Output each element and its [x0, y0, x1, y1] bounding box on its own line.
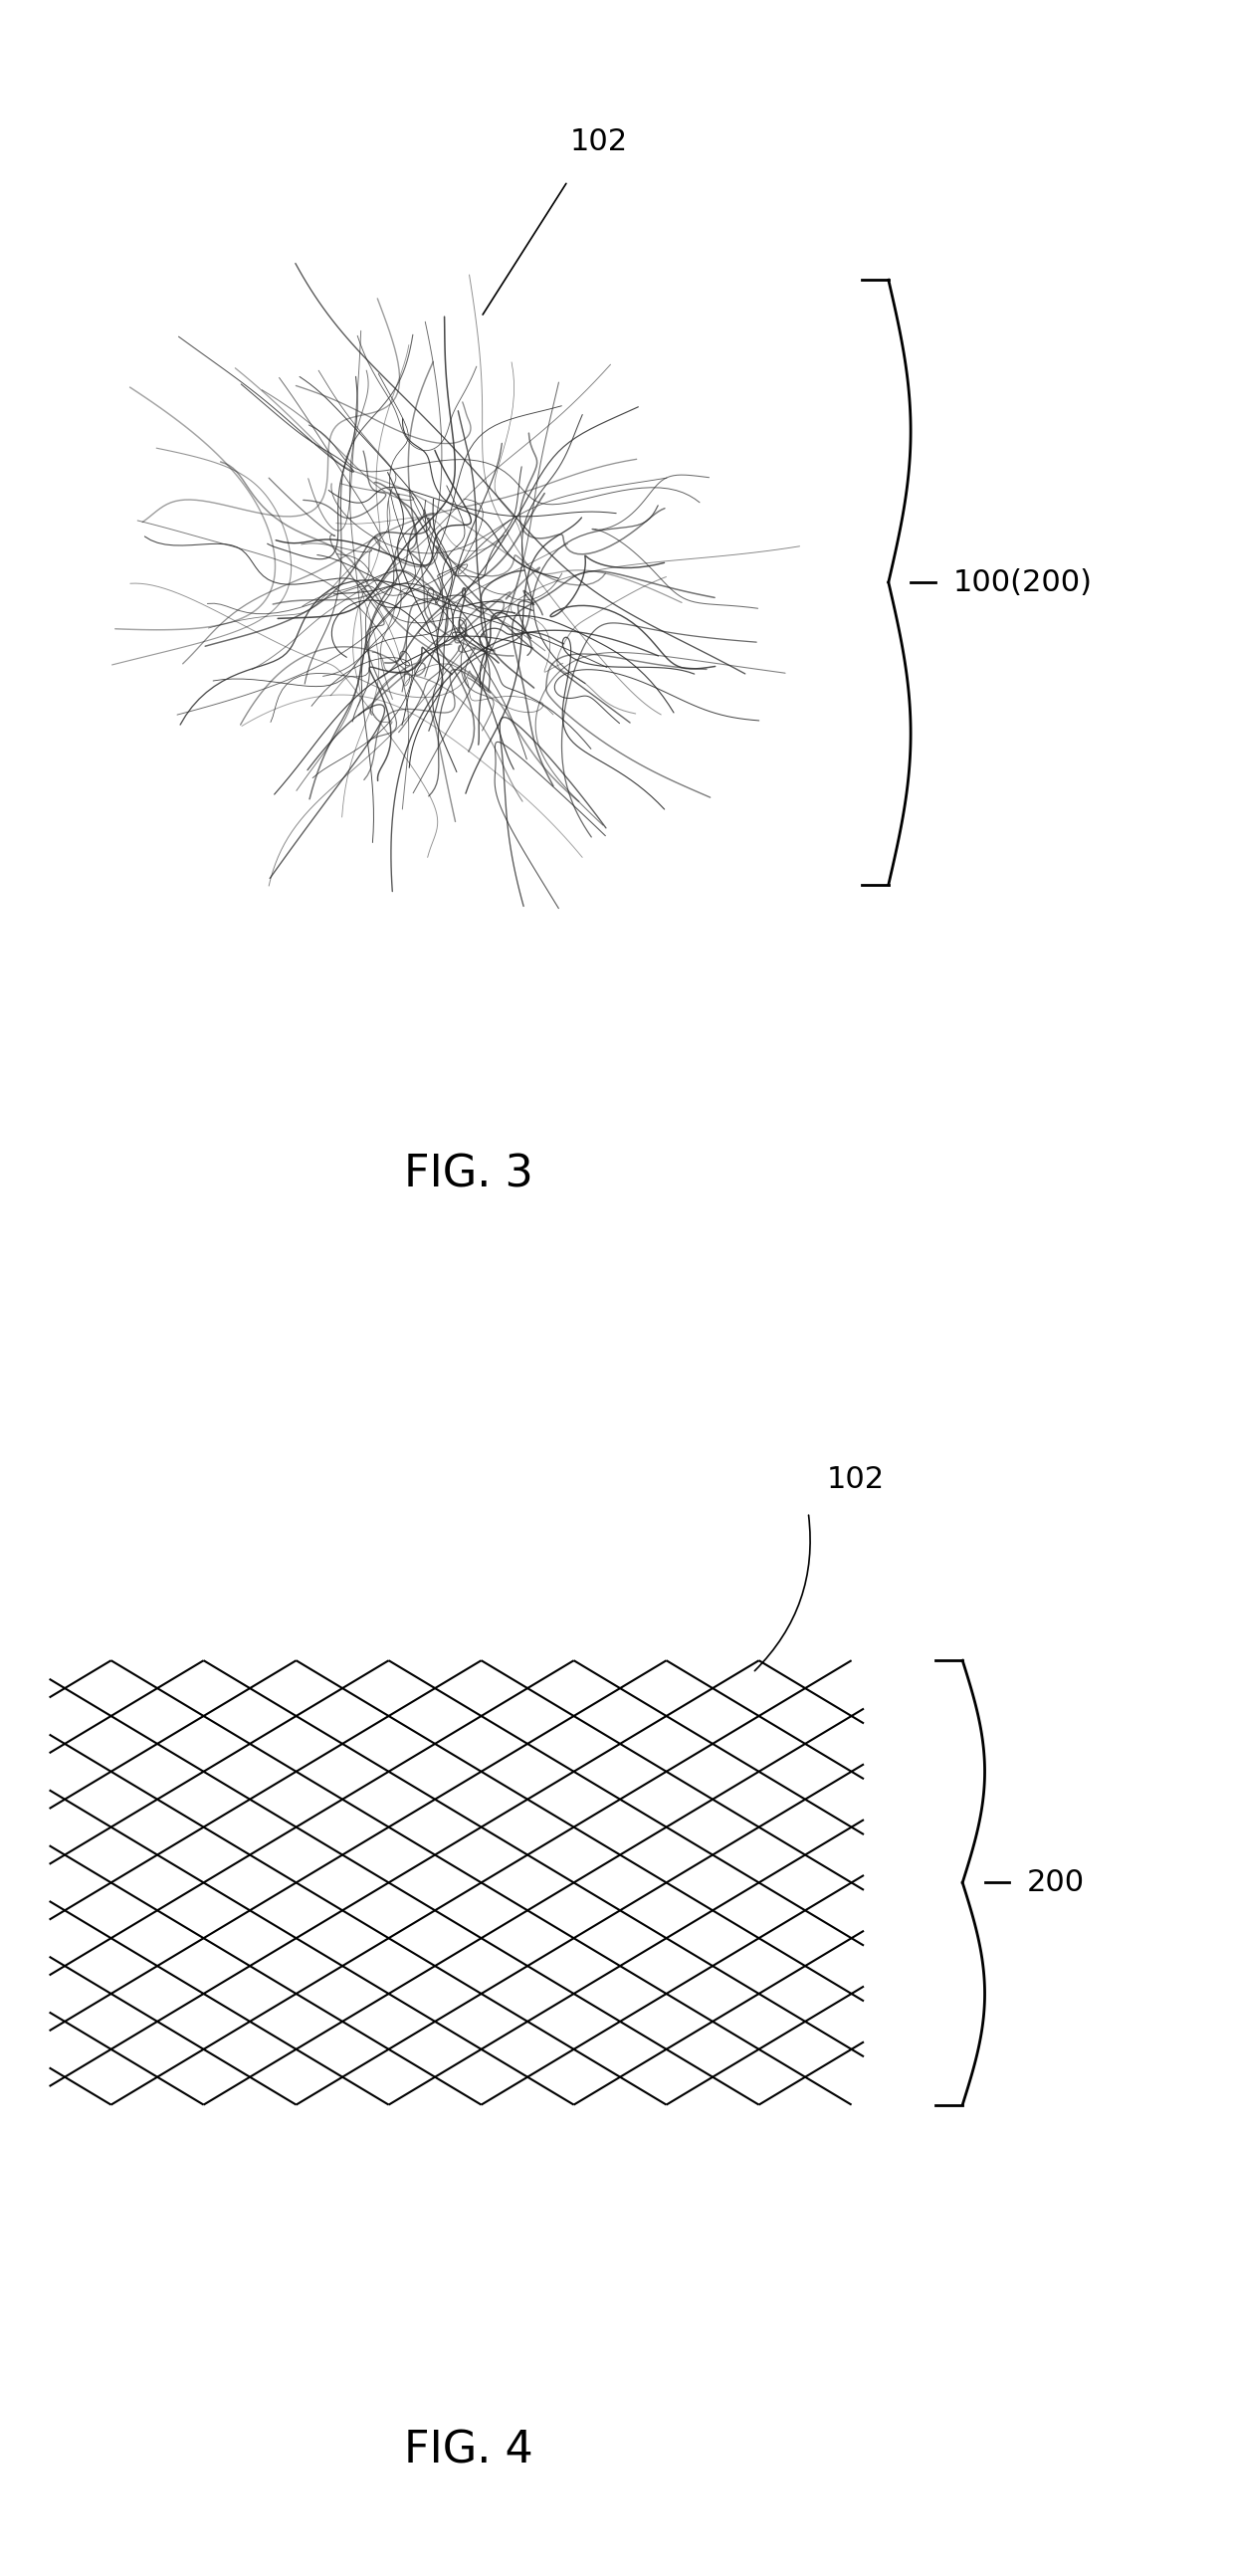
Text: 200: 200 [1027, 1868, 1085, 1896]
Text: FIG. 3: FIG. 3 [405, 1154, 533, 1195]
Text: 102: 102 [570, 129, 627, 157]
Text: 100(200): 100(200) [953, 567, 1092, 598]
Text: 102: 102 [827, 1466, 885, 1494]
Text: FIG. 4: FIG. 4 [405, 2429, 533, 2473]
